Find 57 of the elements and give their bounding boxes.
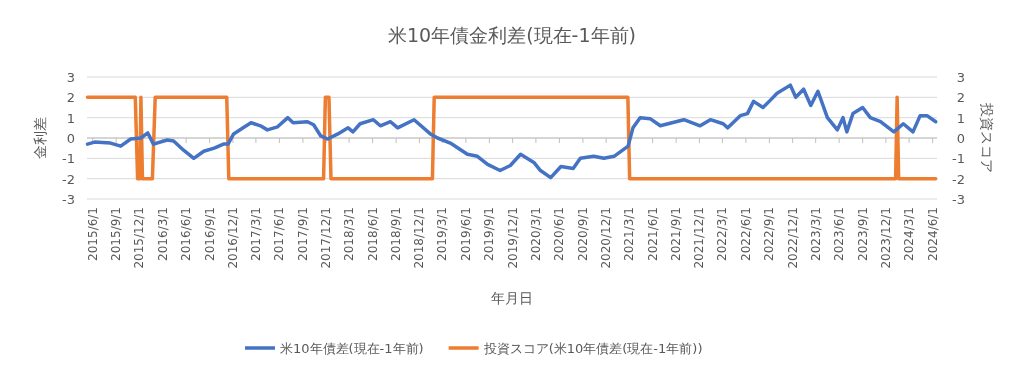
y2-tick-label: 1	[956, 110, 965, 126]
y-tick-label: -3	[62, 192, 75, 207]
y2-tick-label: 0	[956, 131, 965, 146]
x-tick-label: 2019/3/1	[435, 207, 450, 261]
x-tick-label: 2022/12/1	[785, 207, 800, 269]
y2-tick-label: 2	[956, 90, 965, 106]
x-tick-label: 2018/6/1	[365, 207, 380, 261]
x-tick-label: 2016/9/1	[202, 207, 217, 261]
y-tick-label: 0	[66, 131, 75, 146]
x-tick-label: 2019/6/1	[458, 207, 473, 261]
x-tick-label: 2022/6/1	[738, 207, 753, 261]
x-tick-label: 2018/12/1	[412, 207, 427, 269]
y-axis-title: 金利差	[32, 117, 48, 159]
x-tick-label: 2017/9/1	[295, 207, 310, 261]
x-tick-label: 2017/6/1	[272, 207, 287, 261]
x-tick-label: 2023/9/1	[855, 207, 870, 261]
x-tick-label: 2024/3/1	[902, 207, 917, 261]
y-tick-label: 1	[66, 110, 75, 126]
x-tick-label: 2024/6/1	[925, 207, 940, 261]
x-tick-label: 2017/3/1	[248, 207, 263, 261]
x-tick-label: 2020/9/1	[575, 207, 590, 261]
x-tick-label: 2015/6/1	[85, 207, 100, 261]
x-tick-label: 2022/9/1	[762, 207, 777, 261]
x-tick-label: 2023/6/1	[832, 207, 847, 261]
x-tick-label: 2021/12/1	[692, 207, 707, 269]
y-tick-label: 2	[66, 90, 75, 106]
x-tick-label: 2023/12/1	[878, 207, 893, 269]
x-tick-label: 2020/3/1	[528, 207, 543, 261]
x-tick-label: 2018/3/1	[342, 207, 357, 261]
y2-tick-label: -3	[952, 192, 965, 207]
x-tick-label: 2022/3/1	[715, 207, 730, 261]
y2-tick-label: 3	[956, 70, 965, 85]
x-tick-label: 2020/12/1	[599, 207, 614, 269]
y-tick-label: -2	[62, 171, 75, 187]
x-tick-label: 2019/9/1	[482, 207, 497, 261]
x-axis-title: 年月日	[491, 290, 533, 306]
y2-axis-title: 投資スコア	[979, 102, 995, 173]
y2-tick-label: -2	[952, 171, 965, 187]
x-tick-label: 2023/3/1	[808, 207, 823, 261]
x-tick-label: 2018/9/1	[389, 207, 404, 261]
x-tick-label: 2021/6/1	[645, 207, 660, 261]
legend-label: 投資スコア(米10年債差(現在-1年前))	[482, 341, 703, 356]
x-tick-label: 2021/9/1	[669, 207, 684, 261]
y-tick-label: -1	[62, 151, 75, 167]
y2-tick-label: -1	[952, 151, 965, 167]
y-tick-label: 3	[66, 70, 75, 85]
x-tick-label: 2019/12/1	[505, 207, 520, 269]
x-tick-label: 2017/12/1	[319, 207, 334, 269]
x-tick-label: 2016/12/1	[225, 207, 240, 269]
legend-label: 米10年債差(現在-1年前)	[280, 341, 424, 356]
x-tick-label: 2015/9/1	[109, 207, 124, 261]
x-tick-label: 2016/3/1	[155, 207, 170, 261]
x-tick-label: 2020/6/1	[552, 207, 567, 261]
x-tick-label: 2021/3/1	[622, 207, 637, 261]
x-tick-label: 2016/6/1	[179, 207, 194, 261]
x-tick-label: 2015/12/1	[132, 207, 147, 269]
chart-title: 米10年債金利差(現在-1年前)	[388, 24, 636, 46]
